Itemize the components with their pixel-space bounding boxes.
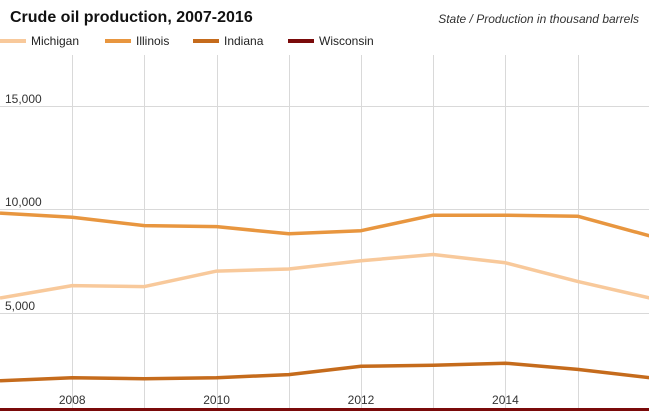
legend-swatch-wisconsin <box>288 39 314 43</box>
legend-label-indiana: Indiana <box>224 34 264 48</box>
legend-label-michigan: Michigan <box>31 34 80 48</box>
x-tick-label: 2012 <box>348 393 375 407</box>
legend-swatch-illinois <box>105 39 131 43</box>
y-tick-label: 5,000 <box>5 299 35 313</box>
y-tick-label: 15,000 <box>5 92 42 106</box>
series-line-indiana <box>0 361 649 383</box>
legend-label-illinois: Illinois <box>136 34 170 48</box>
x-tick-label: 2010 <box>203 393 230 407</box>
x-tick-label: 2008 <box>59 393 86 407</box>
legend-swatch-michigan <box>0 39 26 43</box>
series-line-illinois <box>0 211 649 238</box>
legend-label-wisconsin: Wisconsin <box>319 34 374 48</box>
series-line-michigan <box>0 252 649 300</box>
x-tick-label: 2014 <box>492 393 519 407</box>
legend-swatch-indiana <box>193 39 219 43</box>
chart-title: Crude oil production, 2007-2016 <box>10 9 253 26</box>
y-tick-label: 10,000 <box>5 195 42 209</box>
chart-subtitle: State / Production in thousand barrels <box>438 12 639 26</box>
